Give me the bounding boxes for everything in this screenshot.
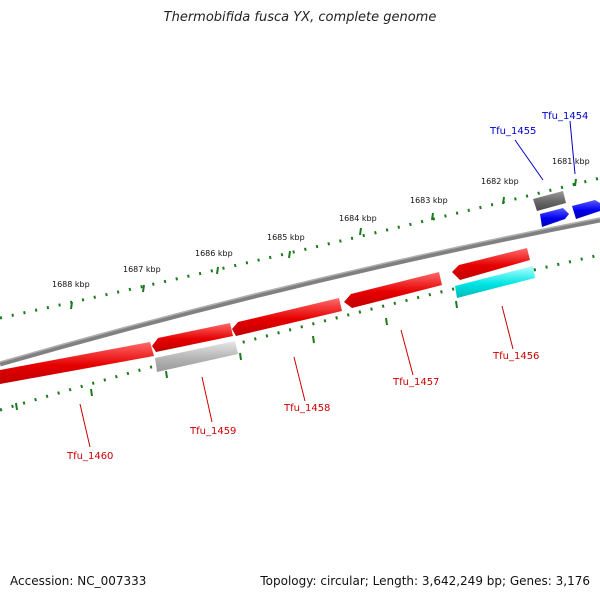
- gene-tfu-1455[interactable]: [533, 191, 566, 211]
- leader-tfu-1455: [514, 139, 544, 181]
- kbp-label: 1684 kbp: [339, 214, 377, 223]
- leader-tfu-1459: [201, 376, 213, 423]
- gene-label[interactable]: Tfu_1458: [283, 403, 330, 414]
- gene-label[interactable]: Tfu_1456: [492, 351, 539, 362]
- gene-tfu-1454[interactable]: [572, 200, 600, 219]
- major-tick: [142, 284, 145, 293]
- gene-label[interactable]: Tfu_1457: [392, 377, 439, 388]
- gene-tfu-1458[interactable]: [232, 298, 342, 336]
- kbp-label: 1683 kbp: [410, 196, 448, 205]
- gene-label[interactable]: Tfu_1454: [541, 111, 588, 122]
- gene-tfu-1459[interactable]: [155, 341, 238, 372]
- gene-tfu-1454-left[interactable]: [540, 208, 569, 227]
- inner-major-tick: [15, 402, 18, 411]
- inner-major-tick: [239, 352, 242, 361]
- major-tick: [431, 212, 434, 221]
- leader-tfu-1457: [400, 329, 414, 376]
- kbp-label: 1685 kbp: [267, 233, 305, 242]
- genome-summary-text: Topology: circular; Length: 3,642,249 bp…: [260, 574, 590, 588]
- major-tick: [288, 250, 291, 259]
- map-title: Thermobifida fusca YX, complete genome: [163, 10, 437, 25]
- gene-tfu-1460[interactable]: [0, 342, 154, 384]
- genome-backbone-highlight: [0, 217, 600, 363]
- gene-label[interactable]: Tfu_1460: [66, 451, 113, 462]
- major-ticks: [70, 178, 577, 310]
- genome-backbone: [0, 217, 600, 367]
- leader-lines: [79, 120, 576, 448]
- leader-tfu-1456: [501, 305, 514, 350]
- major-tick: [359, 227, 362, 236]
- major-tick: [70, 301, 73, 310]
- major-tick: [574, 178, 577, 187]
- major-tick: [502, 196, 505, 205]
- inner-major-tick: [455, 300, 458, 309]
- gene-tfu-1456-red[interactable]: [452, 248, 530, 280]
- gene-tfu-1456[interactable]: [455, 266, 535, 298]
- inner-major-tick: [165, 370, 168, 379]
- outer-scale-ring: [0, 176, 600, 320]
- accession-text: Accession: NC_007333: [10, 574, 147, 588]
- kbp-label: 1686 kbp: [195, 249, 233, 258]
- kbp-label: 1682 kbp: [481, 177, 519, 186]
- kbp-label: 1687 kbp: [123, 265, 161, 274]
- gene-tfu-1457[interactable]: [344, 272, 442, 308]
- leader-tfu-1454: [569, 120, 576, 175]
- inner-major-tick: [90, 388, 93, 397]
- kbp-label: 1688 kbp: [52, 280, 90, 289]
- inner-major-tick: [312, 335, 315, 344]
- major-tick: [216, 266, 219, 275]
- gene-tfu-1459-red[interactable]: [152, 323, 233, 352]
- inner-major-tick: [385, 317, 388, 326]
- gene-label[interactable]: Tfu_1459: [189, 426, 236, 437]
- leader-tfu-1458: [293, 356, 306, 402]
- gene-label[interactable]: Tfu_1455: [489, 126, 536, 137]
- kbp-label: 1681 kbp: [552, 157, 590, 166]
- leader-tfu-1460: [79, 403, 91, 448]
